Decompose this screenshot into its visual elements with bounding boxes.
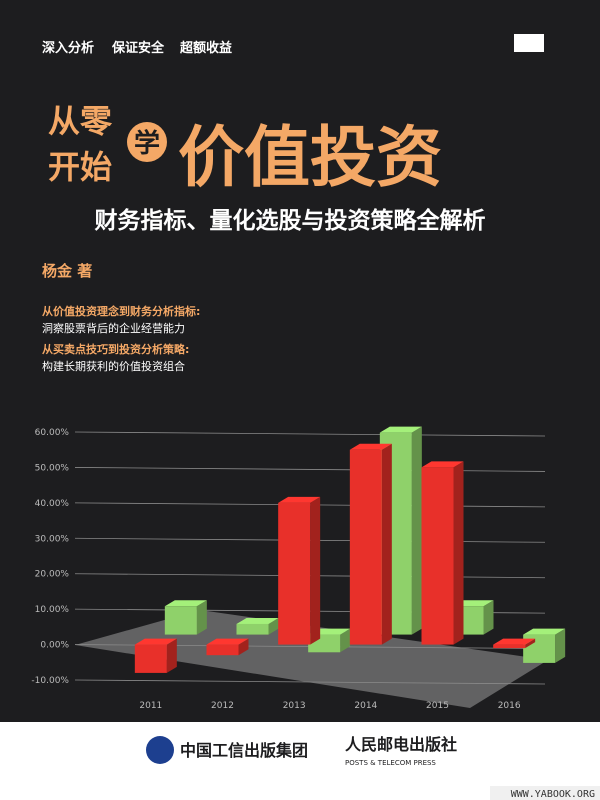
bar <box>523 628 566 663</box>
grid-line <box>74 431 546 437</box>
x-tick-label: 2014 <box>354 701 377 711</box>
bar-top <box>349 443 392 450</box>
bar <box>134 638 177 673</box>
y-tick-label: 10.00% <box>35 605 70 615</box>
bar-side <box>453 461 464 645</box>
x-tick-label: 2013 <box>283 701 306 711</box>
bar <box>206 638 249 656</box>
x-tick-label: 2011 <box>139 701 162 711</box>
bar-front <box>278 502 311 645</box>
blurb-text: 洞察股票背后的企业经营能力 <box>42 321 185 335</box>
tagline: 深入分析 <box>42 40 94 56</box>
bar-side <box>555 628 566 663</box>
bar-side <box>525 638 536 649</box>
bar-top <box>523 628 566 635</box>
bar <box>493 638 536 649</box>
bar-side <box>381 443 392 645</box>
x-tick-label: 2015 <box>426 701 449 711</box>
bar-side <box>483 600 494 635</box>
bar-top <box>421 461 464 468</box>
publisher: 人民邮电出版社 <box>345 735 457 754</box>
grid-line <box>74 467 546 472</box>
subtitle: 财务指标、量化选股与投资策略全解析 <box>95 207 486 234</box>
tagline: 保证安全 <box>111 40 165 56</box>
title-small: 从零 <box>48 102 113 140</box>
title-badge: 学 <box>134 128 160 159</box>
bar-side <box>411 426 422 635</box>
blurb-heading: 从价值投资理念到财务分析指标: <box>42 304 200 318</box>
bar-top <box>278 496 321 503</box>
bar-front <box>421 467 454 645</box>
blurb-text: 构建长期获利的价值投资组合 <box>42 359 185 373</box>
bar-top <box>493 638 536 645</box>
bar-side <box>310 496 321 645</box>
publisher-en: POSTS & TELECOM PRESS <box>345 759 436 767</box>
bar-top <box>134 638 177 645</box>
grid-line <box>74 679 546 685</box>
y-tick-label: 40.00% <box>35 499 70 509</box>
group-logo <box>146 736 174 764</box>
bar-top <box>236 617 279 624</box>
bar-side <box>238 638 249 656</box>
blurb-heading: 从买卖点技巧到投资分析策略: <box>42 342 189 356</box>
watermark-bg <box>490 786 600 800</box>
bar-front <box>164 606 197 635</box>
bar-side <box>268 617 279 635</box>
badge-circle <box>127 122 167 162</box>
x-tick-label: 2012 <box>211 701 234 711</box>
y-tick-label: 20.00% <box>35 570 70 580</box>
bar-front <box>236 623 269 635</box>
y-tick-label: 0.00% <box>40 641 69 651</box>
author: 杨金 著 <box>42 262 92 280</box>
brand-logo <box>514 34 544 52</box>
bar-front <box>493 644 526 649</box>
bar-side <box>166 638 177 673</box>
bar <box>236 617 279 635</box>
y-tick-label: 50.00% <box>35 463 70 473</box>
title-small: 开始 <box>48 148 112 186</box>
tagline: 超额收益 <box>180 40 232 56</box>
bar <box>278 496 321 645</box>
bar-front <box>206 644 239 656</box>
bar-front <box>349 449 382 645</box>
bar-top <box>206 638 249 645</box>
x-tick-label: 2016 <box>498 701 521 711</box>
y-tick-label: 60.00% <box>35 428 70 438</box>
bar <box>421 461 464 645</box>
publisher-group: 中国工信出版集团 <box>180 741 308 760</box>
bar-top <box>164 600 207 607</box>
bar <box>349 443 392 645</box>
y-tick-label: -10.00% <box>31 676 69 686</box>
y-tick-label: 30.00% <box>35 534 70 544</box>
bar-side <box>196 600 207 635</box>
title-main: 价值投资 <box>178 119 442 196</box>
bar-front <box>134 644 167 673</box>
watermark: WWW.YABOOK.ORG <box>511 789 595 800</box>
bar-side <box>340 628 351 653</box>
bar <box>164 600 207 635</box>
bar-top <box>379 426 422 433</box>
chart: -10.00% 0.00% 10.00% 20.00% 30.00% 40.00% 50.0… <box>31 426 566 711</box>
